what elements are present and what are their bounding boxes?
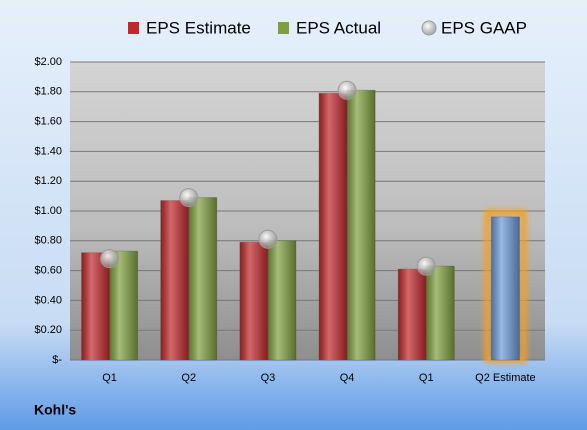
bar-shine: [426, 266, 455, 360]
bar-shine: [188, 197, 217, 360]
y-tick-label: $1.60: [34, 116, 62, 128]
legend-marker: [278, 22, 289, 34]
y-tick-label: $0.20: [34, 324, 62, 336]
gaap-marker: [179, 188, 199, 208]
y-tick-label: $0.80: [34, 235, 62, 247]
bar-shine: [347, 90, 376, 360]
bar-shine: [491, 216, 520, 360]
y-tick-label: $-: [52, 354, 62, 366]
x-tick-label: Q1: [419, 372, 434, 384]
legend-text: EPS Actual: [296, 18, 381, 37]
gaap-marker: [416, 256, 436, 276]
bar-shine: [109, 251, 138, 360]
legend-marker: [421, 20, 437, 36]
legend-text: EPS Estimate: [146, 18, 251, 37]
x-tick-label: Q2 Estimate: [475, 372, 536, 384]
legend-text: EPS GAAP: [441, 18, 527, 37]
chart-title: Kohl's: [34, 402, 76, 418]
bar-shine: [160, 200, 189, 360]
y-tick-label: $1.20: [34, 175, 62, 187]
bar-shine: [398, 269, 427, 360]
gaap-marker: [100, 249, 120, 269]
gaap-marker: [258, 229, 278, 249]
bar-shine: [81, 252, 110, 360]
y-tick-label: $1.40: [34, 145, 62, 157]
x-tick-label: Q2: [181, 372, 196, 384]
y-tick-label: $1.80: [34, 86, 62, 98]
x-tick-label: Q1: [102, 372, 117, 384]
legend-marker: [128, 22, 139, 34]
bar-shine: [267, 240, 296, 360]
bar-shine: [319, 93, 348, 360]
gaap-marker: [337, 80, 357, 100]
x-tick-label: Q3: [261, 372, 276, 384]
y-tick-label: $2.00: [34, 56, 62, 68]
x-tick-label: Q4: [340, 372, 355, 384]
y-tick-label: $0.40: [34, 294, 62, 306]
bar-shine: [239, 242, 268, 360]
y-tick-label: $1.00: [34, 205, 62, 217]
y-tick-label: $0.60: [34, 265, 62, 277]
